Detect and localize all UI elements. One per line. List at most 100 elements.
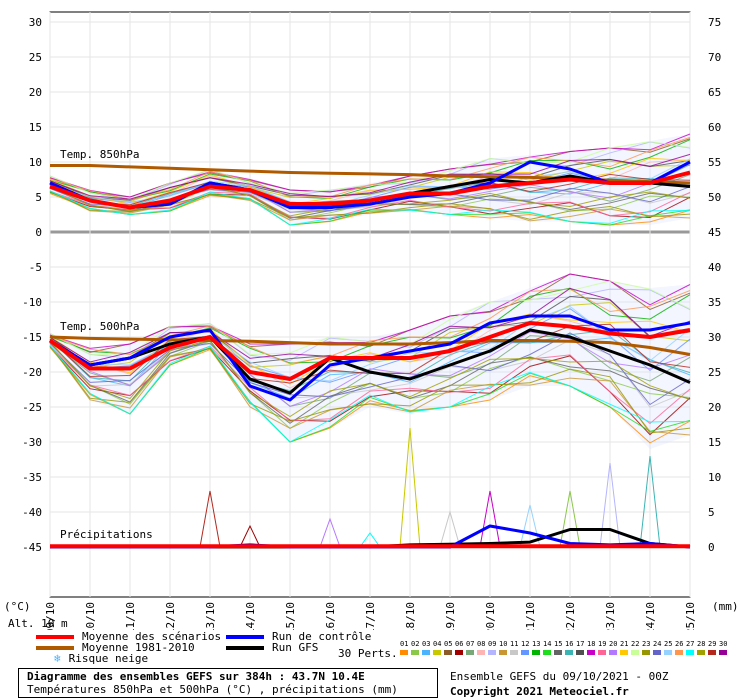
- left-tick-label: -30: [22, 436, 42, 449]
- left-tick-label: -40: [22, 506, 42, 519]
- x-tick-label: 09/10: [44, 602, 57, 630]
- right-tick-label: 45: [708, 226, 721, 239]
- legend-gfs-label: Run GFS: [272, 641, 319, 654]
- perturbation-swatch: [411, 650, 419, 655]
- right-tick-label: 30: [708, 331, 721, 344]
- x-tick-label: 12/10: [164, 602, 177, 630]
- copyright: Copyright 2021 Meteociel.fr: [450, 685, 629, 698]
- t850-member-line: [49, 190, 691, 220]
- perturbation-swatch: [598, 650, 606, 655]
- perturbation-swatch: [631, 650, 639, 655]
- precip-member-spike: [439, 510, 461, 548]
- t500-member-line: [49, 280, 691, 356]
- perturbation-swatch: [510, 650, 518, 655]
- perturbation-number: 18: [587, 640, 596, 648]
- x-tick-label: 20/10: [484, 602, 497, 630]
- precip-member-spike: [639, 455, 661, 548]
- perturbation-swatch: [620, 650, 628, 655]
- left-tick-label: 5: [35, 191, 42, 204]
- chart-series: [48, 133, 691, 549]
- perturbation-swatch: [488, 650, 496, 655]
- perturbation-swatch: [565, 650, 573, 655]
- legend-gfs-swatch: [226, 645, 264, 650]
- left-tick-label: -10: [22, 296, 42, 309]
- perturbation-number: 03: [422, 640, 431, 648]
- left-tick-label: -35: [22, 471, 42, 484]
- perturbation-number: 21: [620, 640, 629, 648]
- right-tick-label: 65: [708, 86, 721, 99]
- chart-title: Diagramme des ensembles GEFS sur 384h : …: [27, 670, 365, 683]
- t500-member-line: [49, 339, 691, 408]
- left-tick-label: 30: [29, 16, 42, 29]
- perturbation-number: 25: [664, 640, 673, 648]
- legend-mean: Moyenne des scénarios: [36, 630, 221, 643]
- snowflake-icon: ❄: [54, 652, 61, 665]
- right-tick-label: 5: [708, 506, 715, 519]
- perturbation-number: 14: [543, 640, 552, 648]
- x-axis: 09/10 10/10 11/10 12/10 13/10 14/10 15/10 16/10…: [44, 602, 697, 630]
- legend-climate: Moyenne 1981-2010: [36, 641, 195, 654]
- chart-subtitle: Températures 850hPa et 500hPa (°C) , pré…: [27, 683, 398, 696]
- x-tick-label: 13/10: [204, 602, 217, 630]
- left-tick-label: 15: [29, 121, 42, 134]
- perturbation-swatch: [400, 650, 408, 655]
- t500-member-line: [49, 345, 691, 443]
- t500-member-line: [49, 346, 691, 443]
- x-tick-label: 25/10: [684, 602, 697, 630]
- legend-control-swatch: [226, 634, 264, 639]
- perturbation-number: 20: [609, 640, 618, 648]
- perturbation-number: 09: [488, 640, 497, 648]
- run-info: Ensemble GEFS du 09/10/2021 - 00Z: [450, 670, 669, 683]
- t500-member-line: [49, 331, 691, 407]
- perturbation-swatch: [675, 650, 683, 655]
- x-tick-label: 11/10: [124, 602, 137, 630]
- right-tick-label: 15: [708, 436, 721, 449]
- t500-mean-line: [48, 321, 691, 381]
- x-tick-label: 16/10: [324, 602, 337, 630]
- right-tick-label: 75: [708, 16, 721, 29]
- left-tick-label: -45: [22, 541, 42, 554]
- t850-member-line: [49, 190, 691, 226]
- x-tick-label: 21/10: [524, 602, 537, 630]
- legend-climate-swatch: [36, 645, 74, 650]
- t500-member-line: [49, 339, 691, 418]
- perturbation-number: 05: [444, 640, 453, 648]
- perturbation-number: 27: [686, 640, 695, 648]
- precip-member-spike: [319, 517, 341, 548]
- perturbation-number: 02: [411, 640, 420, 648]
- precip-member-spike: [399, 427, 421, 548]
- title-box: Diagramme des ensembles GEFS sur 384h : …: [18, 668, 438, 698]
- right-tick-label: 20: [708, 401, 721, 414]
- legend-control-label: Run de contrôle: [272, 630, 372, 643]
- t850-control-line: [49, 160, 691, 209]
- x-tick-label: 15/10: [284, 602, 297, 630]
- left-axis-unit: (°C): [4, 600, 31, 613]
- legend-control: Run de contrôle: [226, 630, 371, 643]
- x-tick-label: 23/10: [604, 602, 617, 630]
- t500-member-line: [49, 345, 691, 434]
- perturbation-number: 12: [521, 640, 530, 648]
- perturbation-swatch: [708, 650, 716, 655]
- perturbation-swatch: [664, 650, 672, 655]
- perturbation-number: 13: [532, 640, 541, 648]
- perturbations-label-text: 30 Perts.: [338, 647, 398, 660]
- x-tick-label: 14/10: [244, 602, 257, 630]
- perturbation-number: 07: [466, 640, 475, 648]
- perturbation-swatch: [499, 650, 507, 655]
- right-tick-label: 10: [708, 471, 721, 484]
- perturbation-number: 26: [675, 640, 684, 648]
- perturbation-swatch: [653, 650, 661, 655]
- perturbation-number: 17: [576, 640, 585, 648]
- perturbation-swatch: [697, 650, 705, 655]
- perturbation-number: 29: [708, 640, 717, 648]
- left-tick-label: 25: [29, 51, 42, 64]
- panel-label-t500: Temp. 500hPa: [60, 320, 139, 333]
- t850-member-line: [49, 190, 691, 219]
- perturbation-swatch: [521, 650, 529, 655]
- perturbation-number: 19: [598, 640, 607, 648]
- perturbation-number: 04: [433, 640, 442, 648]
- right-tick-label: 70: [708, 51, 721, 64]
- perturbation-swatch: [587, 650, 595, 655]
- t500-member-line: [49, 288, 691, 365]
